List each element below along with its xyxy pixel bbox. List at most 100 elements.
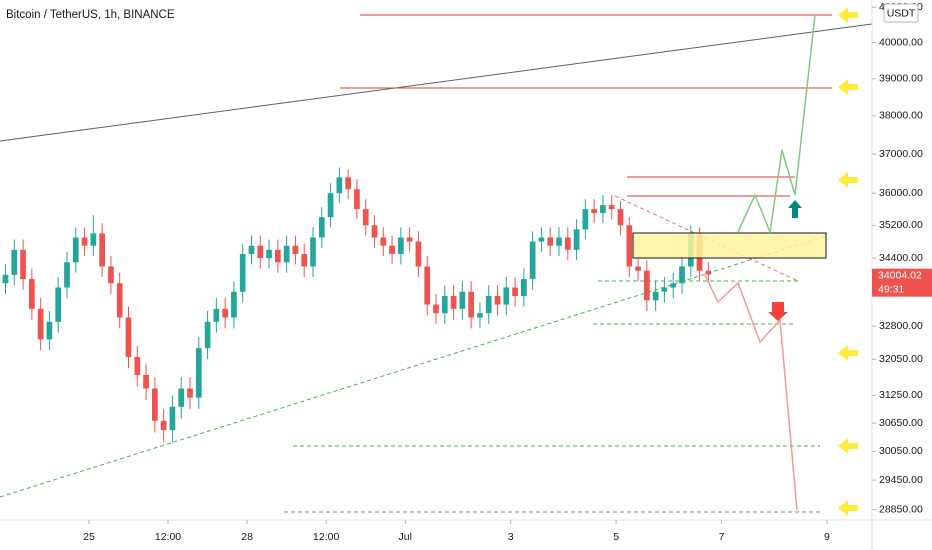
candle-body <box>143 374 149 389</box>
y-tick-label: 39000.00 <box>879 73 923 85</box>
x-tick-label: 28 <box>241 531 253 543</box>
candle-body <box>362 209 369 226</box>
candle-body <box>283 245 290 263</box>
candle-body <box>573 229 580 250</box>
marker-arrow <box>838 345 858 361</box>
candle-body <box>398 237 404 254</box>
currency-label: USDT <box>887 7 916 19</box>
countdown: 49:31 <box>878 283 904 295</box>
candle-body <box>37 308 44 340</box>
candle-body <box>213 308 220 322</box>
candle-body <box>134 357 141 375</box>
candle-body <box>151 388 158 421</box>
candle-body <box>521 279 527 297</box>
candle-body <box>652 291 659 301</box>
y-tick-label: 34400.00 <box>879 252 923 264</box>
candle-body <box>371 225 378 238</box>
candle-body <box>556 237 562 246</box>
candle-body <box>512 287 518 297</box>
candle-body <box>433 304 439 314</box>
candle-body <box>108 266 114 284</box>
y-tick-label: 30050.00 <box>879 445 923 457</box>
marker-arrow <box>838 79 858 95</box>
y-tick-label: 35200.00 <box>879 219 923 231</box>
candle-body <box>538 237 545 242</box>
candle-body <box>494 296 501 305</box>
candle-body <box>406 237 413 242</box>
candle-body <box>336 177 343 194</box>
candle-body <box>204 321 211 349</box>
candle-body <box>125 317 132 358</box>
candle-body <box>195 348 202 398</box>
chart-title: Bitcoin / TetherUS, 1h, BINANCE <box>6 9 175 21</box>
candle-body <box>468 291 474 318</box>
y-tick-label: 36000.00 <box>879 187 923 199</box>
x-tick-label: 12:00 <box>313 531 339 543</box>
candle-body <box>301 253 308 267</box>
candle-body <box>600 205 606 214</box>
candle-body <box>178 388 185 407</box>
candle-body <box>345 177 351 190</box>
x-tick-label: 25 <box>83 531 95 543</box>
y-tick-label: 28850.00 <box>879 503 923 515</box>
candle-body <box>635 266 641 271</box>
candle-body <box>354 189 360 210</box>
y-tick-label: 32800.00 <box>879 320 923 332</box>
support-line <box>0 235 827 498</box>
candle-body <box>55 287 62 322</box>
candle-body <box>608 205 615 210</box>
candle-body <box>389 245 395 254</box>
up-arrow <box>788 200 802 218</box>
candle-body <box>222 308 228 318</box>
zone-box <box>632 232 827 259</box>
candle-body <box>28 279 35 309</box>
currency-badge[interactable] <box>883 3 919 23</box>
candle-body <box>310 237 316 267</box>
candle-body <box>529 241 536 280</box>
bull-projection <box>737 14 816 235</box>
candle-body <box>477 313 483 318</box>
candle-body <box>90 233 97 246</box>
trend-line <box>0 23 873 142</box>
candle-body <box>248 245 255 254</box>
candle-body <box>380 237 387 246</box>
down-arrow <box>768 302 788 321</box>
y-tick-label: 31250.00 <box>879 389 923 401</box>
marker-arrow <box>838 438 858 454</box>
candle-body <box>591 209 598 214</box>
x-tick-label: 9 <box>824 531 830 543</box>
candle-body <box>46 321 53 340</box>
candle-body <box>644 270 650 301</box>
last-price: 34004.02 <box>878 269 922 281</box>
candle-body <box>116 283 123 318</box>
candle-body <box>450 296 457 309</box>
candle-body <box>582 209 589 230</box>
bear-projection <box>704 274 798 511</box>
candle-body <box>257 245 264 259</box>
y-tick-label: 38000.00 <box>879 110 923 122</box>
candle-body <box>20 249 26 280</box>
candle-body <box>160 420 167 431</box>
x-tick-label: 3 <box>508 531 514 543</box>
candle-body <box>72 237 79 263</box>
candle-body <box>617 209 624 226</box>
candle-body <box>11 249 18 275</box>
candle-body <box>99 233 105 267</box>
candle-body <box>424 266 431 305</box>
yellow-arrows <box>838 7 858 516</box>
y-tick-label: 29450.00 <box>879 474 923 486</box>
x-tick-label: 7 <box>719 531 725 543</box>
axes: 41000.0040000.0039000.0038000.0037000.00… <box>83 1 923 543</box>
y-tick-label: 40000.00 <box>879 36 923 48</box>
candle-body <box>292 245 299 254</box>
x-tick-label: Jul <box>399 531 412 543</box>
candle-body <box>231 291 237 318</box>
candle-body <box>679 266 685 284</box>
candle-body <box>266 249 272 259</box>
candle-body <box>626 225 633 267</box>
drawings <box>0 7 873 516</box>
candle-body <box>547 237 554 246</box>
candle-body <box>670 283 677 288</box>
